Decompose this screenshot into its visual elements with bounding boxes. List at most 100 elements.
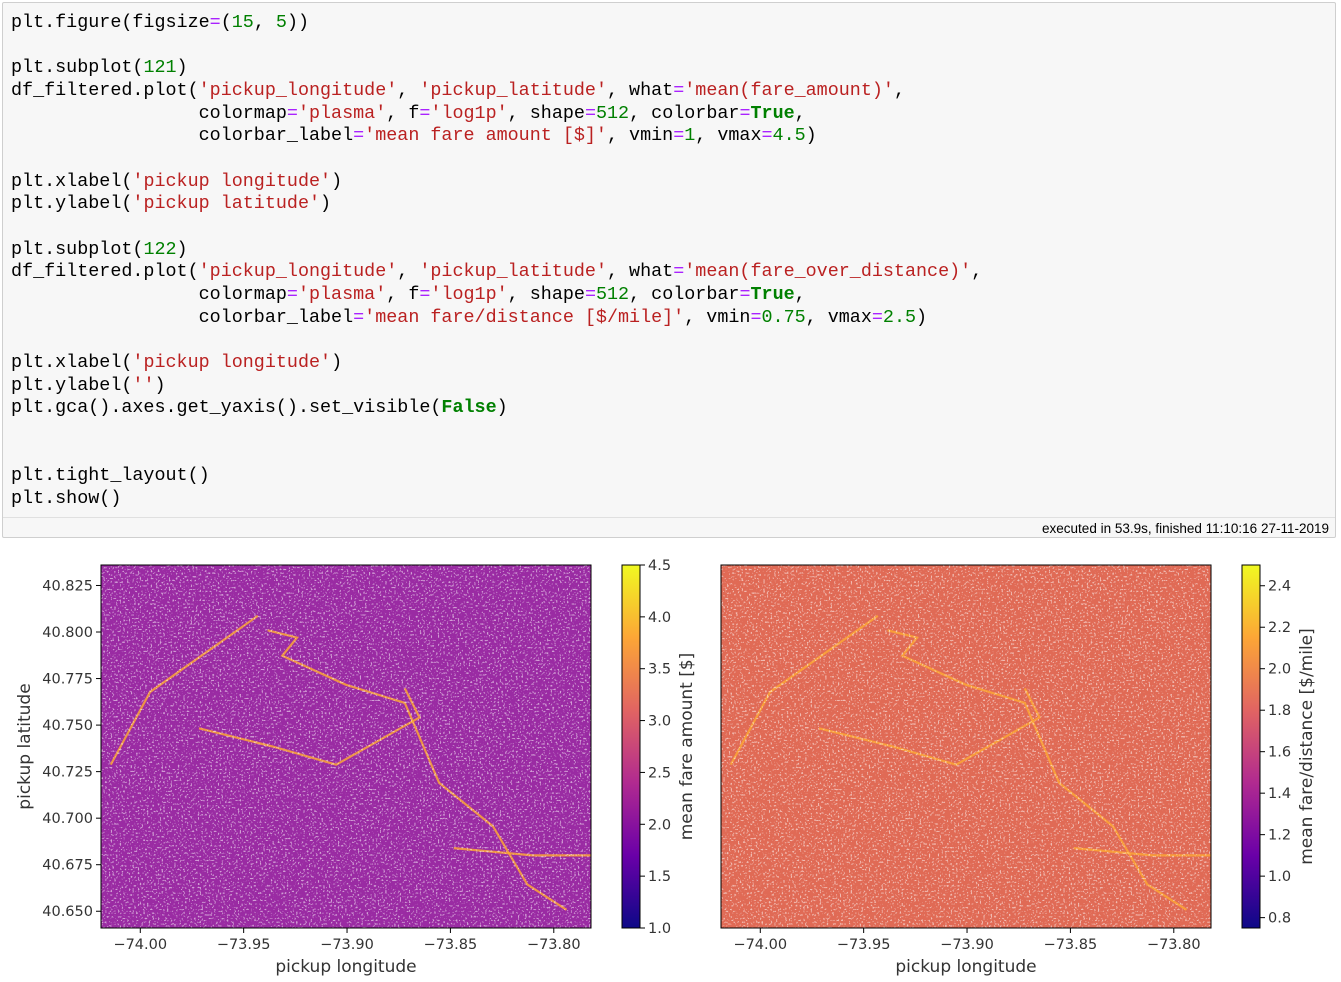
x-tick-label: −73.90 [940, 937, 994, 953]
code-token: 'mean fare amount [$]' [364, 125, 607, 147]
code-line: df_filtered.plot('pickup_longitude', 'pi… [11, 80, 982, 103]
code-token: , [971, 261, 983, 283]
x-axis-label: pickup longitude [895, 957, 1036, 977]
code-token: True [750, 102, 795, 124]
code-token: plt.ylabel( [11, 193, 133, 215]
code-token: ) [331, 170, 343, 192]
code-token: 1 [684, 125, 696, 147]
code-token: 'mean fare/distance [$/mile]' [364, 306, 685, 328]
code-token: 121 [143, 57, 177, 79]
code-token: 4.5 [772, 125, 806, 147]
code-token: , [397, 79, 420, 101]
code-line: colormap='plasma', f='log1p', shape=512,… [11, 103, 982, 126]
code-line: plt.gca().axes.get_yaxis().set_visible(F… [11, 397, 982, 420]
colorbar-tick-label: 1.6 [1268, 745, 1291, 761]
code-line: plt.ylabel('') [11, 375, 982, 398]
colorbar-tick-label: 3.5 [648, 662, 671, 678]
x-tick-label: −73.95 [217, 937, 271, 953]
code-line: plt.ylabel('pickup latitude') [11, 193, 982, 216]
code-token: 2.5 [882, 306, 917, 328]
colorbar-tick-label: 0.8 [1268, 911, 1291, 927]
code-token: , [794, 102, 806, 124]
code-token: , [397, 261, 420, 283]
y-tick-label: 40.750 [42, 718, 93, 734]
y-axis-label: pickup latitude [15, 683, 35, 809]
code-line: colorbar_label = 'mean fare/distance [$/mi… [11, 307, 982, 330]
code-line: plt.xlabel('pickup longitude') [11, 171, 982, 194]
code-token: ( [220, 12, 232, 33]
y-tick-label: 40.800 [42, 625, 93, 641]
code-token: = [761, 125, 773, 147]
code-token: 'plasma' [297, 102, 387, 124]
code-token: = [739, 283, 751, 305]
code-token: , f [386, 283, 420, 305]
code-token: = [673, 79, 685, 101]
code-token: , what [606, 79, 674, 101]
code-token: = [584, 283, 596, 305]
code-token: 'log1p' [430, 283, 508, 305]
colorbar-label: mean fare amount [$] [677, 653, 697, 841]
code-token: 512 [595, 102, 630, 124]
code-token: , shape [507, 283, 585, 305]
code-token: = [739, 102, 751, 124]
x-tick-label: −73.90 [320, 937, 374, 953]
code-token: df_filtered.plot( [11, 79, 199, 101]
code-token: plt.subplot( [11, 238, 144, 260]
code-token: 'mean(fare_amount)' [684, 79, 894, 101]
code-line: colormap='plasma', f='log1p', shape=512,… [11, 284, 982, 307]
code-token: colorbar_label [11, 306, 354, 328]
code-token: df_filtered.plot( [11, 261, 199, 283]
code-token: , vmax [805, 306, 872, 328]
code-token: plt.tight_layout() [11, 465, 210, 487]
colorbar [621, 564, 641, 929]
code-token: 5 [275, 12, 287, 33]
code-token: 'pickup_latitude' [419, 79, 607, 101]
y-tick-label: 40.650 [42, 904, 93, 920]
code-line: plt.xlabel('pickup longitude') [11, 352, 982, 375]
code-token: = [419, 102, 431, 124]
code-token: 'plasma' [297, 283, 387, 305]
code-token: ) [154, 374, 166, 396]
y-tick-label: 40.825 [42, 578, 93, 594]
code-cell[interactable]: plt.figure(figsize=(15, 5)) plt.subplot(1… [2, 2, 1336, 538]
code-token: ) [916, 306, 928, 328]
code-line: plt.subplot(122) [11, 239, 982, 262]
noise-speckle [101, 565, 591, 928]
code-token: ) [320, 193, 332, 215]
code-token: , colorbar [629, 102, 740, 124]
code-token: 'log1p' [430, 102, 508, 124]
code-token: = [286, 283, 298, 305]
code-token: , colorbar [629, 283, 740, 305]
code-token: = [871, 306, 883, 328]
colorbar-tick-label: 2.4 [1268, 579, 1291, 595]
code-token: 512 [595, 283, 630, 305]
code-token: plt.xlabel( [11, 170, 133, 192]
code-token: , [253, 12, 276, 33]
code-token: colorbar_label [11, 125, 354, 147]
code-token: 0.75 [761, 306, 806, 328]
colorbar [1241, 564, 1261, 929]
colorbar-tick-label: 1.2 [1268, 828, 1291, 844]
x-tick-label: −73.80 [1147, 937, 1201, 953]
code-token: 'pickup_longitude' [198, 261, 398, 283]
code-token: , f [386, 102, 420, 124]
code-line: plt.figure(figsize=(15, 5)) [11, 12, 982, 35]
colorbar-label: mean fare/distance [$/mile] [1297, 628, 1317, 865]
code-token: )) [286, 12, 310, 33]
colorbar-tick-label: 1.5 [648, 869, 671, 885]
plot-frame [720, 564, 1212, 929]
code-token: plt.subplot( [11, 57, 144, 79]
colorbar-tick-label: 2.0 [648, 817, 671, 833]
code-token: , what [606, 261, 674, 283]
colorbar-tick-label: 1.0 [1268, 869, 1291, 885]
code-token: ) [176, 238, 188, 260]
code-line: plt.subplot(121) [11, 57, 982, 80]
code-token: 'mean(fare_over_distance)' [684, 261, 972, 283]
y-tick-label: 40.675 [42, 858, 93, 874]
code-token: 'pickup longitude' [132, 351, 332, 373]
code-token: , shape [507, 102, 585, 124]
code-token: = [750, 306, 762, 328]
colorbar-tick-label: 3.0 [648, 714, 671, 730]
colorbar-tick-label: 1.0 [648, 921, 671, 937]
